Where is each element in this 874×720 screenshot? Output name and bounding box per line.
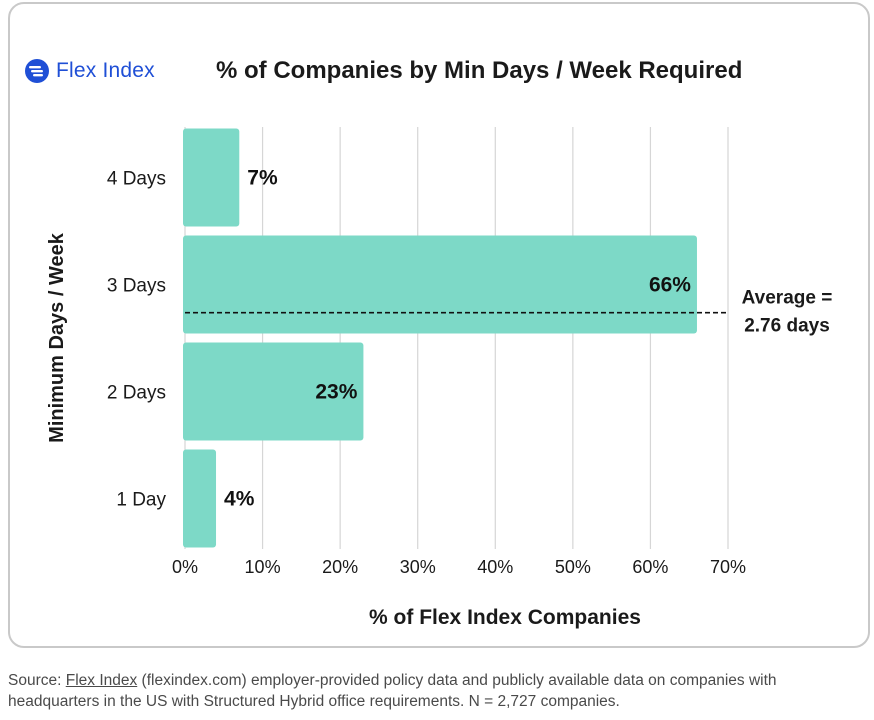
source-rest: (flexindex.com) employer-provided policy… <box>137 672 777 689</box>
y-axis-label: Minimum Days / Week <box>46 232 68 443</box>
y-tick-label: 3 Days <box>107 276 166 297</box>
logo: Flex Index <box>24 58 155 84</box>
source-prefix: Source: <box>8 672 66 689</box>
x-tick-label: 0% <box>172 557 198 577</box>
x-tick-label: 20% <box>322 557 358 577</box>
labels: 0% 10% 20% 30% 40% 50% 60% 70% 4 Days 7% 3 Days 66%… <box>107 167 746 578</box>
bar-chart: 0% 10% 20% 30% 40% 50% 60% 70% 4 Days 7% 3 Days 66%… <box>46 127 833 629</box>
source-note: Source: Flex Index (flexindex.com) emplo… <box>8 670 868 712</box>
x-tick-label: 70% <box>710 557 746 577</box>
data-label: 4% <box>224 488 255 511</box>
bar <box>183 342 364 441</box>
bars <box>183 128 697 548</box>
chart-title: % of Companies by Min Days / Week Requir… <box>216 57 743 84</box>
y-tick-label: 1 Day <box>116 490 166 511</box>
grid-lines <box>184 127 729 549</box>
bar <box>183 449 217 548</box>
data-label: 7% <box>247 167 278 190</box>
average-label-line1: Average = <box>742 288 833 309</box>
bar <box>183 128 240 227</box>
x-tick-label: 30% <box>400 557 436 577</box>
x-tick-label: 50% <box>555 557 591 577</box>
average-label-line2: 2.76 days <box>744 316 830 337</box>
flex-index-logo-icon <box>25 59 49 83</box>
x-tick-label: 40% <box>477 557 513 577</box>
bar <box>183 235 697 334</box>
logo-text: Flex Index <box>56 59 155 82</box>
x-tick-label: 60% <box>632 557 668 577</box>
source-line2: headquarters in the US with Structured H… <box>8 693 620 710</box>
y-tick-label: 2 Days <box>107 383 166 404</box>
data-label: 66% <box>649 274 691 297</box>
y-tick-label: 4 Days <box>107 169 166 190</box>
source-link[interactable]: Flex Index <box>65 672 138 689</box>
x-axis-label: % of Flex Index Companies <box>369 606 641 629</box>
x-tick-label: 10% <box>245 557 281 577</box>
data-label: 23% <box>315 381 357 404</box>
